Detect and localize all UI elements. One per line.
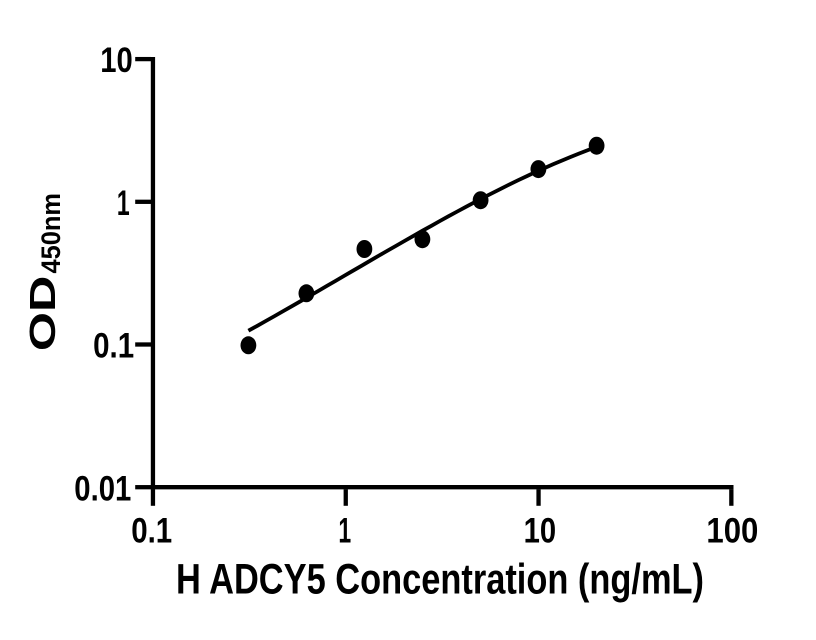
svg-text:0.1: 0.1 <box>93 327 134 366</box>
svg-text:10: 10 <box>100 41 133 80</box>
svg-text:0.01: 0.01 <box>74 469 131 508</box>
svg-text:1: 1 <box>117 184 130 223</box>
svg-text:450nm: 450nm <box>36 193 66 274</box>
svg-text:H ADCY5 Concentration (ng/mL): H ADCY5 Concentration (ng/mL) <box>176 556 704 603</box>
svg-text:10: 10 <box>524 511 557 550</box>
svg-text:OD: OD <box>22 276 63 352</box>
svg-text:1: 1 <box>338 511 351 550</box>
svg-text:100: 100 <box>706 511 758 550</box>
svg-text:0.1: 0.1 <box>131 511 172 550</box>
